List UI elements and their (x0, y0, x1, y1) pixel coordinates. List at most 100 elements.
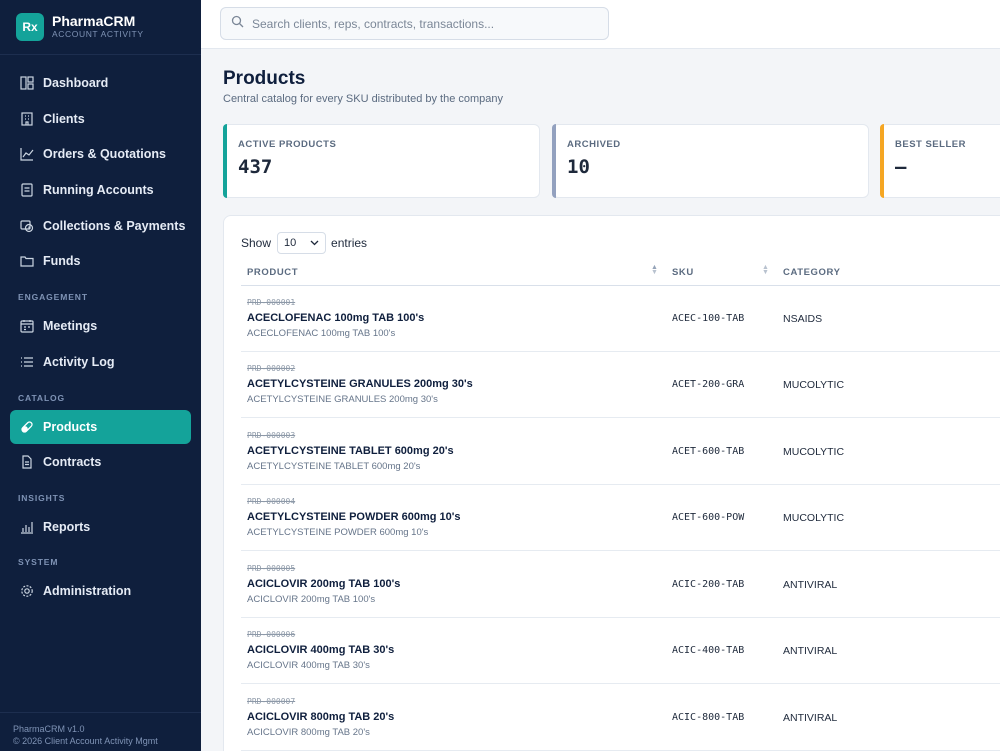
product-description: ACICLOVIR 800mg TAB 20's (247, 727, 370, 738)
page-size-select[interactable]: 10 (277, 232, 327, 254)
stat-card-active: ACTIVE PRODUCTS 437 (223, 124, 540, 198)
pill-icon (20, 420, 34, 434)
main-content: Products Central catalog for every SKU d… (201, 49, 1000, 751)
sidebar-item-label: Contracts (43, 455, 102, 469)
ledger-icon (20, 183, 34, 197)
search-box (220, 7, 609, 40)
product-id: PRD-000004 (247, 497, 296, 506)
product-description: ACETYLCYSTEINE GRANULES 200mg 30's (247, 394, 438, 405)
table-row[interactable]: PRD-000001 ACECLOFENAC 100mg TAB 100's A… (241, 286, 1000, 352)
sidebar-footer: PharmaCRM v1.0 © 2026 Client Account Act… (0, 712, 201, 751)
sidebar-item-clients[interactable]: Clients (10, 102, 191, 136)
nav-section-insights: INSIGHTS (18, 493, 66, 503)
product-category: MUCOLYTIC (783, 379, 845, 391)
page-title: Products (223, 68, 306, 89)
sort-icon[interactable]: ▲ ▼ (762, 264, 770, 276)
product-sku: ACET-600-POW (672, 512, 745, 523)
sidebar-item-orders[interactable]: Orders & Quotations (10, 137, 191, 171)
chart-line-icon (20, 147, 34, 161)
product-id: PRD-000006 (247, 630, 296, 639)
sidebar-item-label: Products (43, 420, 98, 434)
stat-accent-bar (223, 124, 227, 198)
topbar (201, 0, 1000, 49)
search-input[interactable] (252, 16, 592, 31)
table-row[interactable]: PRD-000003 ACETYLCYSTEINE TABLET 600mg 2… (241, 419, 1000, 485)
stat-value: 10 (567, 156, 590, 178)
sidebar: Rx PharmaCRM ACCOUNT ACTIVITY Dashboard … (0, 0, 201, 751)
product-name[interactable]: ACECLOFENAC 100mg TAB 100's (247, 312, 425, 324)
sidebar-item-activity-log[interactable]: Activity Log (10, 345, 191, 379)
sidebar-item-products[interactable]: Products (10, 410, 191, 444)
brand-subtitle: ACCOUNT ACTIVITY (52, 29, 144, 39)
sidebar-item-label: Collections & Payments (43, 219, 186, 233)
sidebar-item-label: Funds (43, 254, 81, 268)
product-name[interactable]: ACICLOVIR 400mg TAB 30's (247, 644, 395, 656)
product-category: NSAIDS (783, 313, 823, 325)
sidebar-item-label: Meetings (43, 319, 98, 333)
sidebar-item-running-accounts[interactable]: Running Accounts (10, 173, 191, 207)
product-sku: ACIC-200-TAB (672, 579, 745, 590)
gear-icon (20, 584, 34, 598)
copyright-text: © 2026 Client Account Activity Mgmt (13, 736, 158, 746)
nav-section-engagement: ENGAGEMENT (18, 292, 88, 302)
search-icon (231, 15, 244, 33)
stat-value: — (895, 156, 907, 178)
table-row[interactable]: PRD-000002 ACETYLCYSTEINE GRANULES 200mg… (241, 352, 1000, 418)
table-row[interactable]: PRD-000007 ACICLOVIR 800mg TAB 20's ACIC… (241, 685, 1000, 751)
column-header-product[interactable]: PRODUCT (247, 267, 299, 278)
product-sku: ACIC-800-TAB (672, 712, 745, 723)
product-sku: ACET-200-GRA (672, 379, 745, 390)
product-id: PRD-000001 (247, 298, 296, 307)
column-header-category[interactable]: CATEGORY (783, 267, 841, 278)
show-label: Show (241, 236, 272, 250)
product-category: MUCOLYTIC (783, 512, 845, 524)
sidebar-item-funds[interactable]: Funds (10, 244, 191, 278)
stat-accent-bar (880, 124, 884, 198)
sidebar-item-dashboard[interactable]: Dashboard (10, 66, 191, 100)
calendar-icon (20, 319, 34, 333)
table-row[interactable]: PRD-000006 ACICLOVIR 400mg TAB 30's ACIC… (241, 618, 1000, 684)
table-row[interactable]: PRD-000005 ACICLOVIR 200mg TAB 100's ACI… (241, 552, 1000, 618)
product-category: MUCOLYTIC (783, 446, 845, 458)
product-category: ANTIVIRAL (783, 712, 838, 724)
stat-label: ARCHIVED (567, 139, 621, 150)
sidebar-item-label: Administration (43, 584, 132, 598)
money-icon (20, 219, 34, 233)
brand-logo: Rx (16, 13, 44, 41)
product-sku: ACET-600-TAB (672, 446, 745, 457)
nav-section-system: SYSTEM (18, 557, 59, 567)
product-id: PRD-000002 (247, 364, 296, 373)
product-id: PRD-000007 (247, 697, 296, 706)
page-subtitle: Central catalog for every SKU distribute… (223, 93, 504, 105)
page-size-control: Show 10 entries (241, 232, 367, 254)
sidebar-item-label: Clients (43, 112, 85, 126)
product-id: PRD-000003 (247, 431, 296, 440)
sidebar-item-label: Running Accounts (43, 183, 154, 197)
building-icon (20, 112, 34, 126)
product-name[interactable]: ACETYLCYSTEINE GRANULES 200mg 30's (247, 378, 473, 390)
stat-value: 437 (238, 156, 273, 178)
products-table-card: Show 10 entries PRODUCT ▲ ▼ SKU ▲ ▼ CATEGO… (223, 215, 1000, 751)
product-name[interactable]: ACICLOVIR 800mg TAB 20's (247, 711, 395, 723)
product-sku: ACEC-100-TAB (672, 313, 745, 324)
nav-section-catalog: CATALOG (18, 393, 66, 403)
bar-chart-icon (20, 520, 34, 534)
product-category: ANTIVIRAL (783, 645, 838, 657)
sidebar-item-collections[interactable]: Collections & Payments (10, 209, 191, 243)
list-icon (20, 355, 34, 369)
sidebar-item-meetings[interactable]: Meetings (10, 309, 191, 343)
product-description: ACICLOVIR 200mg TAB 100's (247, 594, 376, 605)
stat-label: ACTIVE PRODUCTS (238, 139, 337, 150)
product-name[interactable]: ACETYLCYSTEINE TABLET 600mg 20's (247, 445, 454, 457)
table-row[interactable]: PRD-000004 ACETYLCYSTEINE POWDER 600mg 1… (241, 485, 1000, 551)
stat-card-best-seller: BEST SELLER — (880, 124, 1000, 198)
sidebar-item-administration[interactable]: Administration (10, 574, 191, 608)
column-header-sku[interactable]: SKU (672, 267, 694, 278)
product-name[interactable]: ACICLOVIR 200mg TAB 100's (247, 578, 401, 590)
sort-asc-icon[interactable]: ▲ ▼ (651, 264, 659, 276)
chevron-down-icon (310, 237, 319, 249)
sidebar-item-reports[interactable]: Reports (10, 510, 191, 544)
sidebar-item-contracts[interactable]: Contracts (10, 445, 191, 479)
product-name[interactable]: ACETYLCYSTEINE POWDER 600mg 10's (247, 511, 461, 523)
entries-label: entries (331, 236, 368, 250)
